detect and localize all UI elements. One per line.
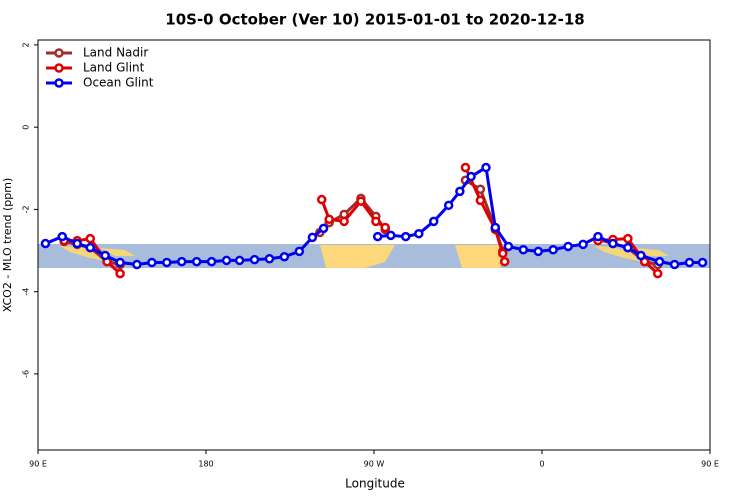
- y-tick-label: 2: [22, 42, 31, 47]
- data-point: [57, 231, 68, 242]
- data-point: [316, 194, 327, 205]
- x-axis-label: Longitude: [345, 477, 405, 491]
- data-point: [264, 254, 275, 264]
- data-point: [400, 231, 411, 242]
- data-point: [608, 238, 618, 249]
- data-point: [234, 255, 245, 266]
- legend-marker: [54, 63, 64, 73]
- legend-marker: [54, 48, 64, 58]
- data-point: [623, 233, 633, 244]
- data-point: [593, 231, 603, 242]
- data-point: [386, 230, 396, 241]
- data-point: [654, 256, 665, 267]
- data-point: [460, 162, 471, 173]
- data-point: [518, 244, 529, 255]
- data-point: [40, 238, 51, 249]
- data-point: [498, 248, 508, 259]
- data-point: [85, 242, 96, 253]
- data-point: [533, 246, 544, 257]
- data-point: [162, 257, 172, 268]
- data-point: [318, 223, 329, 234]
- data-point: [455, 186, 465, 197]
- y-axis-label: XCO2 - MLO trend (ppm): [1, 178, 14, 313]
- y-tick-label: -6: [22, 370, 31, 378]
- data-point: [147, 257, 157, 268]
- data-point: [132, 259, 142, 270]
- legend-label: Land Nadir: [83, 46, 148, 60]
- x-tick-label: 0: [539, 460, 544, 469]
- data-point: [623, 242, 633, 253]
- data-point: [206, 256, 217, 267]
- data-point: [697, 257, 708, 268]
- x-tick-label: 180: [198, 460, 213, 469]
- data-point: [100, 250, 110, 261]
- data-point: [307, 232, 318, 243]
- data-point: [294, 246, 305, 257]
- y-tick-label: -4: [22, 288, 31, 296]
- data-point: [428, 216, 439, 227]
- data-point: [684, 257, 695, 268]
- chart-title: 10S-0 October (Ver 10) 2015-01-01 to 202…: [165, 11, 584, 29]
- data-point: [414, 228, 424, 239]
- data-point: [475, 195, 486, 206]
- data-point: [356, 196, 366, 206]
- data-point: [191, 256, 202, 267]
- data-point: [503, 241, 514, 252]
- data-point: [578, 239, 588, 250]
- data-point: [115, 268, 125, 279]
- land-shape: [455, 245, 505, 268]
- x-tick-label: 90 E: [29, 460, 47, 469]
- data-point: [85, 233, 96, 244]
- data-point: [490, 222, 501, 233]
- data-point: [279, 251, 290, 262]
- data-point: [443, 200, 454, 211]
- data-point: [72, 238, 82, 249]
- data-point: [499, 256, 510, 267]
- data-point: [636, 250, 646, 261]
- data-point: [466, 171, 476, 182]
- data-point: [548, 244, 558, 255]
- data-point: [324, 214, 334, 225]
- x-tick-label: 90 E: [701, 460, 719, 469]
- data-point: [115, 257, 125, 268]
- data-point: [380, 222, 390, 233]
- legend-label: Ocean Glint: [83, 76, 154, 90]
- y-tick-label: -2: [22, 205, 31, 213]
- data-point: [652, 268, 663, 279]
- land-shape: [594, 246, 669, 262]
- data-point: [481, 162, 491, 173]
- data-point: [221, 255, 232, 266]
- data-point: [249, 254, 260, 265]
- data-point: [372, 231, 383, 242]
- data-point: [176, 256, 187, 267]
- data-point: [563, 241, 573, 252]
- data-point: [669, 259, 680, 270]
- legend-marker: [54, 78, 64, 88]
- legend-label: Land Glint: [83, 61, 145, 75]
- data-point: [339, 216, 349, 227]
- land-shape: [320, 245, 395, 268]
- data-point: [371, 216, 381, 227]
- y-tick-label: 0: [22, 125, 31, 130]
- x-tick-label: 90 W: [364, 460, 385, 469]
